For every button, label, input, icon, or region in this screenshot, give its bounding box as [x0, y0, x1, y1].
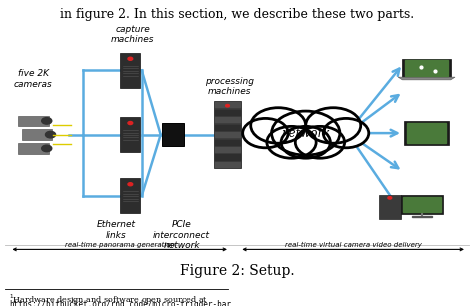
Text: Figure 2: Setup.: Figure 2: Setup.: [180, 264, 294, 278]
Polygon shape: [402, 59, 451, 77]
Bar: [215, 110, 240, 115]
Bar: [214, 101, 241, 168]
Bar: [215, 147, 240, 152]
Text: real-time virtual camera video delivery: real-time virtual camera video delivery: [285, 242, 421, 248]
Text: in figure 2. In this section, we describe these two parts.: in figure 2. In this section, we describ…: [60, 8, 414, 21]
Bar: [215, 162, 240, 167]
Bar: [215, 102, 240, 107]
Bar: [215, 125, 240, 130]
Bar: [215, 132, 240, 137]
Circle shape: [128, 57, 133, 60]
Circle shape: [46, 131, 55, 138]
Bar: [120, 178, 140, 214]
Bar: [403, 197, 441, 212]
Polygon shape: [18, 143, 48, 154]
Circle shape: [226, 104, 229, 107]
Bar: [379, 196, 401, 219]
Bar: [162, 123, 184, 146]
Bar: [404, 121, 449, 145]
Circle shape: [243, 118, 288, 148]
Polygon shape: [398, 77, 455, 80]
Bar: [215, 140, 240, 145]
Bar: [215, 117, 240, 122]
Circle shape: [267, 126, 316, 158]
Text: capture
machines: capture machines: [111, 25, 155, 44]
Text: network: network: [281, 127, 330, 140]
Polygon shape: [18, 116, 48, 126]
Bar: [412, 216, 432, 217]
Bar: [215, 155, 240, 160]
Text: five 2K
cameras: five 2K cameras: [14, 69, 53, 89]
Circle shape: [306, 108, 361, 143]
Circle shape: [42, 118, 52, 124]
Text: PCIe
interconnect
network: PCIe interconnect network: [153, 220, 210, 250]
Bar: [120, 117, 140, 152]
Text: https://bitbucket.org/rng_code/micro-trigger-bar: https://bitbucket.org/rng_code/micro-tri…: [9, 300, 231, 306]
Text: real-time panorama generation: real-time panorama generation: [64, 242, 175, 248]
Bar: [401, 196, 443, 214]
Bar: [407, 123, 447, 143]
Text: $^1$Hardware design and software open sourced at: $^1$Hardware design and software open so…: [9, 292, 209, 306]
Circle shape: [251, 108, 306, 143]
Circle shape: [42, 145, 52, 152]
Circle shape: [295, 126, 345, 158]
Circle shape: [323, 118, 369, 148]
Bar: [120, 53, 140, 88]
Circle shape: [128, 183, 133, 186]
Polygon shape: [22, 129, 52, 140]
Text: processing
machines: processing machines: [205, 77, 255, 96]
Circle shape: [272, 111, 340, 155]
Circle shape: [281, 126, 330, 158]
Circle shape: [388, 197, 392, 199]
Bar: [405, 60, 448, 76]
Circle shape: [128, 121, 133, 125]
Text: Ethernet
links: Ethernet links: [97, 220, 136, 240]
